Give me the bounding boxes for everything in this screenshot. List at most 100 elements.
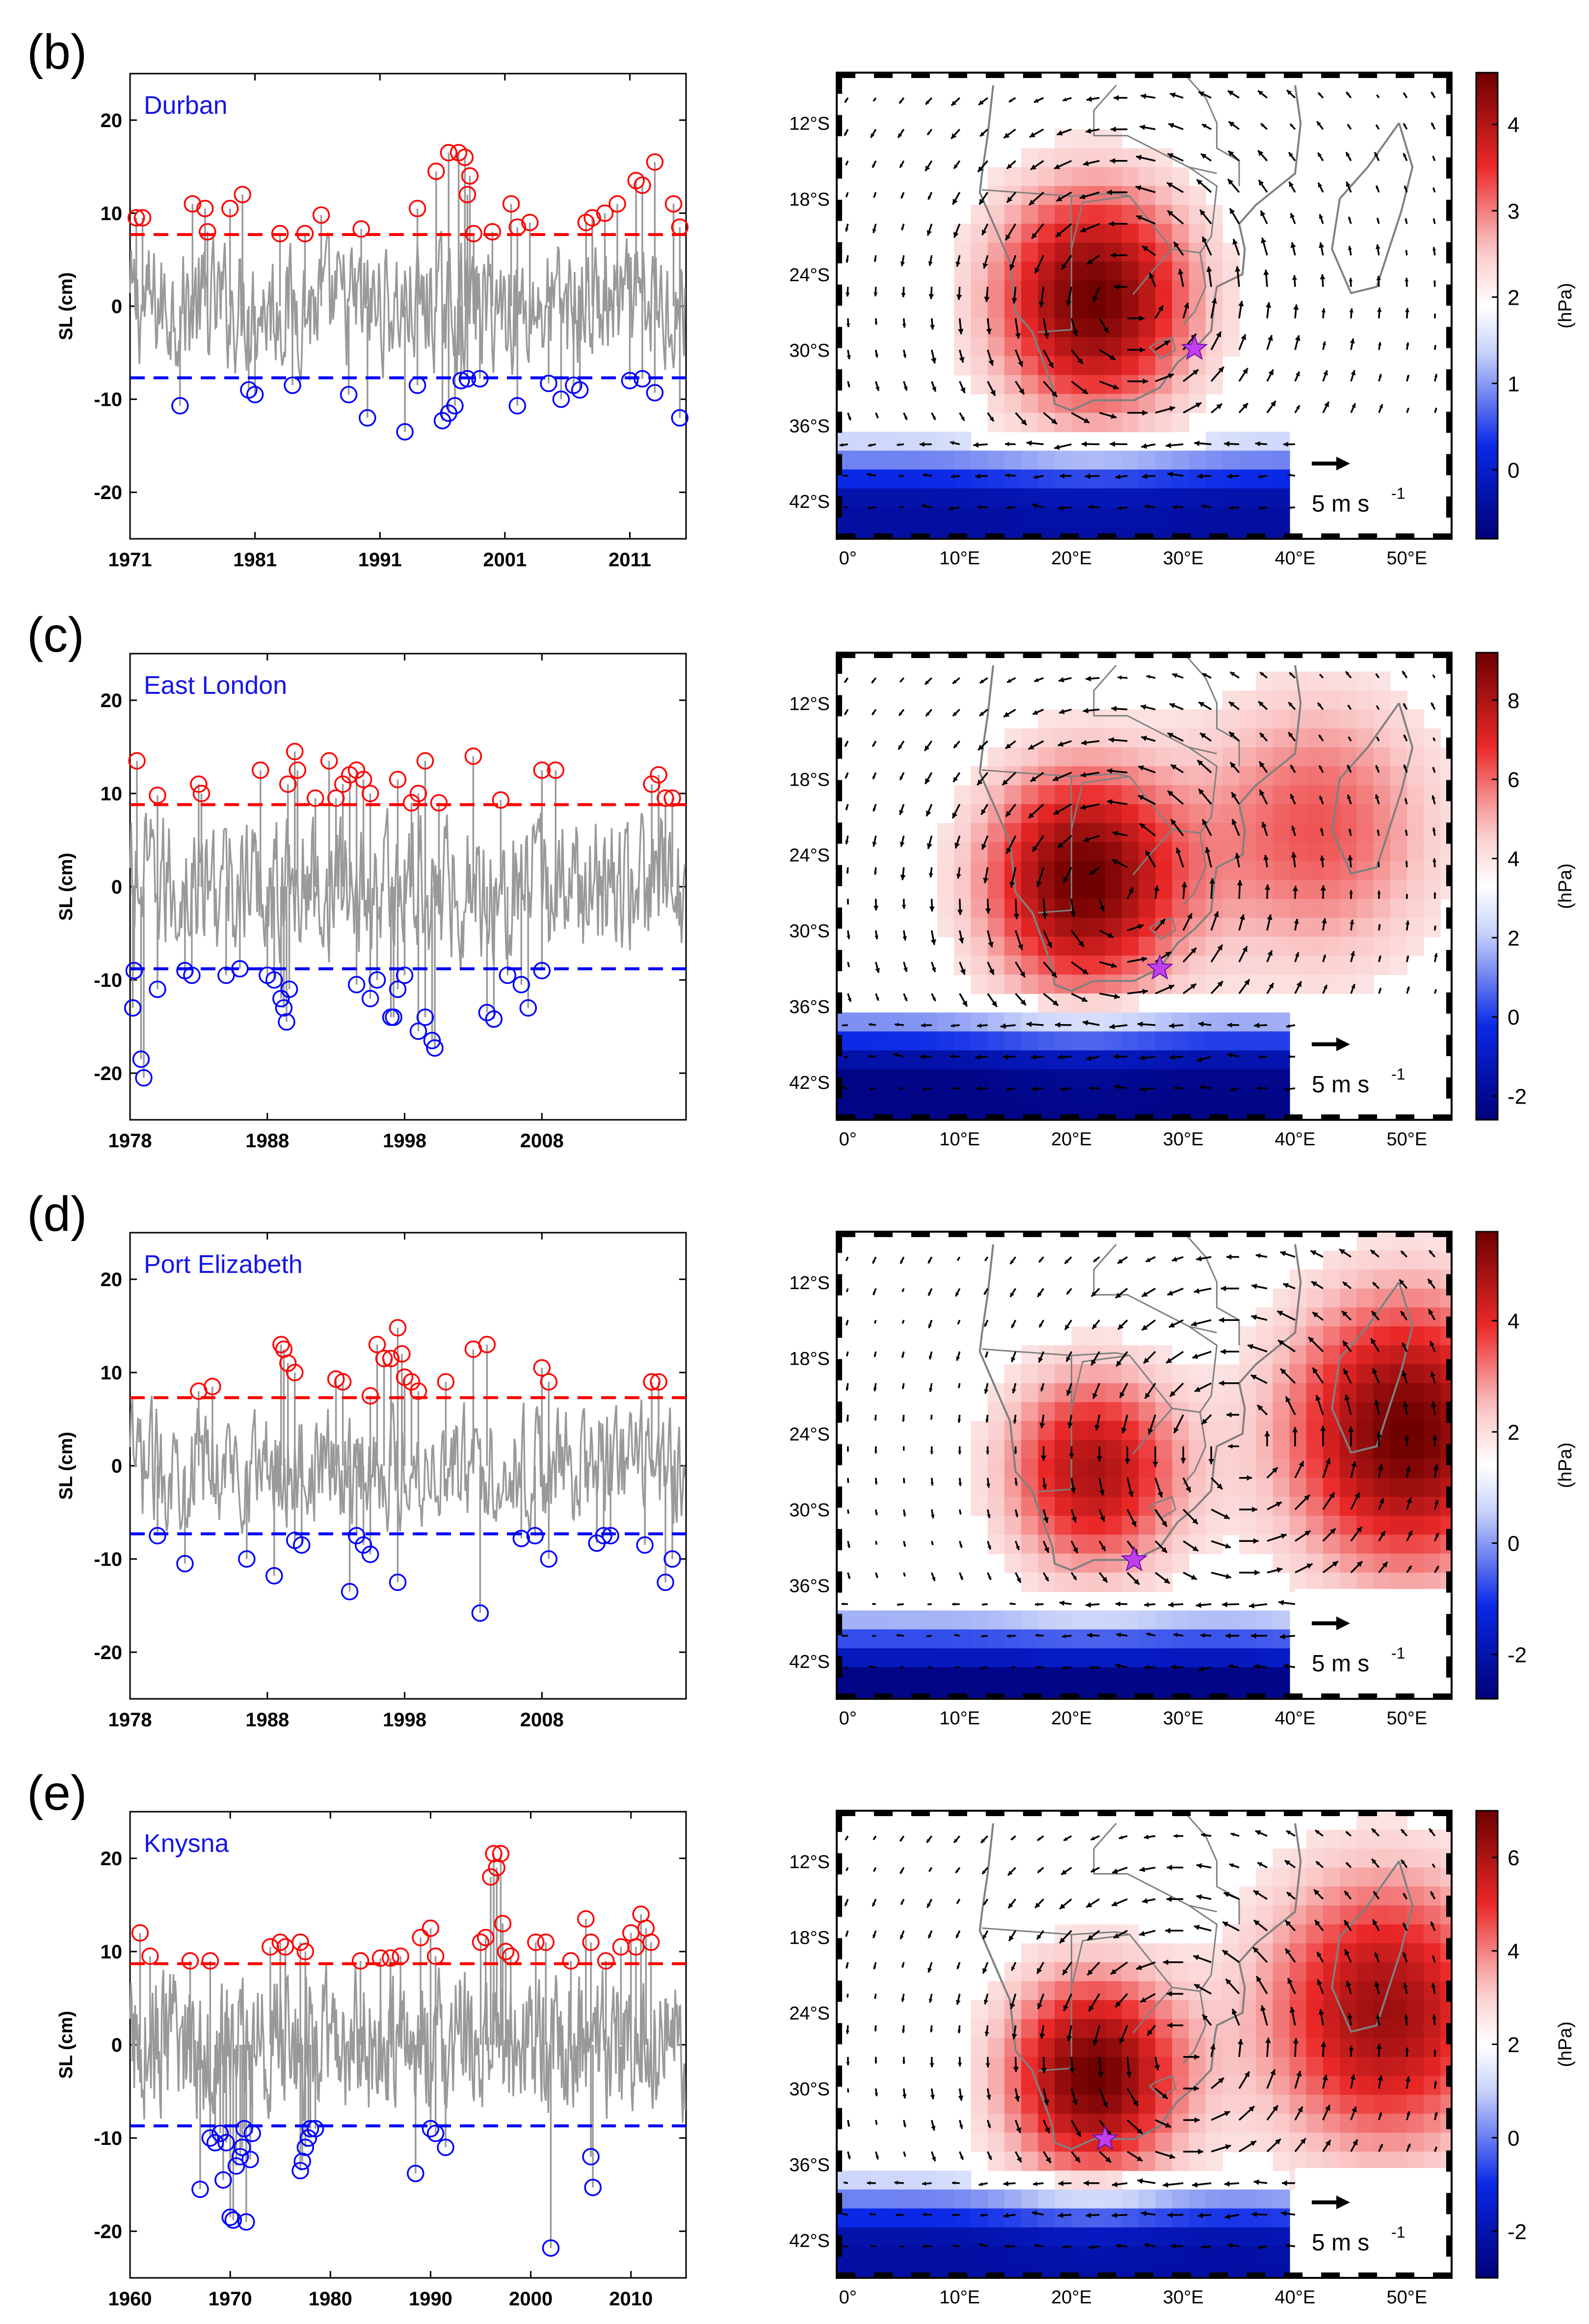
wind-vector-head [1430, 1401, 1437, 1407]
pressure-cell [1272, 2057, 1290, 2077]
wind-vector-head [951, 1024, 955, 1028]
wind-vector-head [1404, 735, 1407, 738]
pressure-cell [1256, 747, 1273, 767]
wind-vector-head [873, 808, 876, 812]
wind-vector-head [1432, 1435, 1437, 1440]
pressure-cell [1256, 469, 1273, 489]
pressure-cell [1021, 2000, 1039, 2020]
wind-vector-head [1292, 275, 1298, 280]
pressure-cell [1055, 2246, 1072, 2266]
pressure-cell [1289, 955, 1307, 976]
map-frame-tick [874, 1693, 893, 1699]
pressure-cell [1239, 690, 1257, 710]
high-extreme-marker [521, 213, 539, 232]
wind-vector-head [919, 442, 925, 447]
pressure-cell [1121, 2133, 1139, 2152]
pressure-cell [1256, 1886, 1273, 1906]
wind-vector-head [900, 1260, 903, 1264]
pressure-cell [1189, 1629, 1206, 1649]
pressure-cell [1121, 1012, 1139, 1032]
wind-vector-head [1278, 1600, 1284, 1606]
map-frame-tick [874, 533, 893, 539]
wind-vector-head [1287, 473, 1291, 477]
low-extreme-marker [340, 386, 358, 403]
wind-vector-head [988, 360, 994, 366]
wind-vector-head [985, 1354, 988, 1358]
wind-vector-head [1402, 671, 1406, 675]
high-extreme-marker [540, 1373, 557, 1391]
pressure-cell [1071, 1667, 1089, 1687]
wind-vector-head [899, 712, 902, 716]
pressure-cell [1272, 1886, 1290, 1906]
pressure-cell [1356, 2076, 1374, 2095]
pressure-cell [1356, 690, 1374, 710]
y-axis-label: SL (cm) [56, 272, 77, 341]
pressure-cell [1189, 2246, 1206, 2266]
pressure-cell [971, 469, 988, 489]
pressure-cell [1239, 1905, 1257, 1925]
high-extreme-marker [149, 787, 166, 804]
low-extreme-marker [149, 1527, 166, 1545]
pressure-cell [1071, 2019, 1089, 2039]
pressure-cell [971, 936, 988, 956]
wind-vector-head [1082, 969, 1088, 975]
wind-vector-head [1080, 772, 1086, 778]
pressure-cell [1306, 1497, 1324, 1516]
wind-vector-head [987, 1514, 991, 1518]
wind-vector-head [1103, 327, 1109, 333]
station-name: East London [144, 671, 287, 700]
pressure-cell [1121, 2246, 1139, 2266]
wind-vector-head [958, 1386, 960, 1388]
map-frame-tick [1321, 1693, 1340, 1699]
map-frame-tick [1358, 533, 1377, 539]
pressure-cell [1139, 1667, 1156, 1687]
pressure-cell [1373, 2151, 1391, 2171]
pressure-cell [1105, 1012, 1122, 1032]
pressure-cell [987, 2000, 1005, 2020]
pressure-cell [1038, 1478, 1056, 1498]
wind-vector-head [1231, 792, 1237, 798]
wind-vector-head [1308, 1337, 1314, 1343]
wind-vector-head [1107, 189, 1112, 195]
wind-vector-head [1034, 1602, 1038, 1607]
pressure-cell [1373, 2133, 1391, 2152]
pressure-cell [1021, 242, 1039, 263]
wind-vector-head [1062, 97, 1067, 102]
pressure-cell [1390, 747, 1407, 767]
wind-vector-head [1377, 706, 1378, 708]
pressure-cell [1289, 2019, 1307, 2039]
wind-vector-head [1347, 765, 1351, 769]
map-frame-tick [1396, 533, 1415, 539]
pressure-cell [1139, 1478, 1156, 1498]
y-tick-label: -10 [94, 970, 122, 991]
pressure-cell [1239, 1515, 1257, 1535]
wind-vector-head [1044, 1577, 1049, 1582]
wind-vector-head [1320, 885, 1326, 891]
pressure-cell [1373, 955, 1391, 976]
wind-vector-head [1142, 410, 1148, 416]
high-extreme-marker [131, 1924, 149, 1942]
pressure-cell [1055, 918, 1072, 937]
pressure-cell [1239, 2000, 1257, 2020]
wind-vector-head [899, 1087, 901, 1090]
pressure-cell [903, 2208, 921, 2228]
wind-vector-head [1323, 985, 1327, 989]
map-frame-tick [1246, 1114, 1266, 1120]
pressure-cell [1021, 1459, 1039, 1479]
wind-vector-head [841, 1086, 845, 1089]
wind-vector-head [986, 1451, 990, 1454]
wind-vector-head [844, 1666, 846, 1668]
pressure-cell [1323, 766, 1341, 786]
pressure-cell [954, 1012, 972, 1032]
map-frame-tick [1446, 454, 1452, 475]
pressure-cell [1406, 785, 1425, 805]
wind-vector-head [1014, 1451, 1017, 1454]
pressure-cell [853, 1050, 871, 1070]
pressure-cell [1323, 1867, 1341, 1887]
high-extreme-marker [422, 1919, 440, 1937]
pressure-cell [1105, 1572, 1122, 1592]
high-extreme-marker [426, 1947, 445, 1965]
wind-vector-head [1162, 1521, 1167, 1527]
wind-vector-head [845, 228, 848, 232]
map-frame-tick [1358, 73, 1377, 78]
